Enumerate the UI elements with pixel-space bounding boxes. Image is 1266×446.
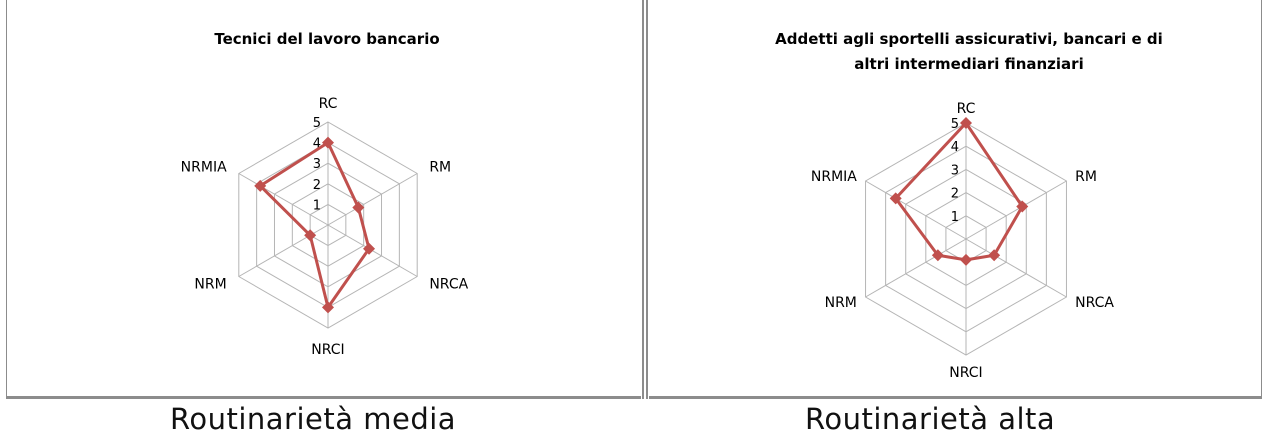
data-point (363, 242, 376, 255)
tick-label: 4 (951, 140, 959, 155)
grid-spoke (238, 173, 329, 226)
caption-left: Routinarietà media (170, 402, 457, 436)
category-label: NRCA (1075, 295, 1114, 311)
category-label: NRM (825, 295, 857, 311)
caption-right: Routinarietà alta (805, 402, 1056, 436)
tick-label: 2 (313, 178, 321, 193)
tick-label: 5 (951, 117, 959, 132)
chart-title: Tecnici del lavoro bancario (214, 30, 439, 48)
data-point (960, 117, 972, 129)
chart-title-line-1: Addetti agli sportelli assicurativi, ban… (775, 30, 1163, 48)
tick-label: 4 (313, 137, 321, 152)
category-label: RM (1075, 169, 1097, 185)
chart-panel-right: Addetti agli sportelli assicurativi, ban… (649, 0, 1262, 399)
radar-chart-left: Tecnici del lavoro bancario 1 2 3 4 5 RC RM NRC… (181, 30, 469, 358)
category-label: RM (429, 160, 451, 176)
category-label: RC (957, 101, 976, 117)
data-point (931, 249, 944, 262)
chart-panel-left: Tecnici del lavoro bancario 1 2 3 4 5 RC RM NRC… (6, 0, 642, 399)
category-label: RC (319, 96, 338, 112)
grid-spoke (965, 180, 1067, 240)
data-point (352, 201, 365, 214)
data-point (960, 253, 972, 266)
category-label: NRMIA (181, 160, 227, 176)
grid-spoke (327, 173, 418, 226)
tick-label: 5 (313, 116, 321, 131)
chart-title-line-2: altri intermediari finanziari (854, 55, 1083, 73)
data-point (304, 229, 317, 242)
grid-spoke (865, 180, 967, 240)
tick-label: 2 (951, 187, 959, 202)
tick-label: 3 (951, 163, 959, 178)
data-point (322, 136, 334, 149)
radar-chart-right: Addetti agli sportelli assicurativi, ban… (775, 30, 1163, 381)
category-label: NRCI (949, 365, 982, 381)
grid-spoke (865, 238, 967, 298)
tick-label: 1 (951, 210, 959, 225)
data-point (889, 192, 902, 205)
category-label: NRMIA (811, 169, 857, 185)
category-label: NRM (194, 277, 226, 293)
grid-spoke (965, 238, 1067, 298)
category-label: NRCI (311, 342, 344, 358)
tick-label: 1 (313, 198, 321, 213)
panel-divider (641, 0, 649, 399)
tick-label: 3 (313, 157, 321, 172)
data-point (1016, 200, 1029, 213)
data-point (322, 301, 334, 314)
category-label: NRCA (429, 277, 468, 293)
data-point (988, 249, 1001, 262)
